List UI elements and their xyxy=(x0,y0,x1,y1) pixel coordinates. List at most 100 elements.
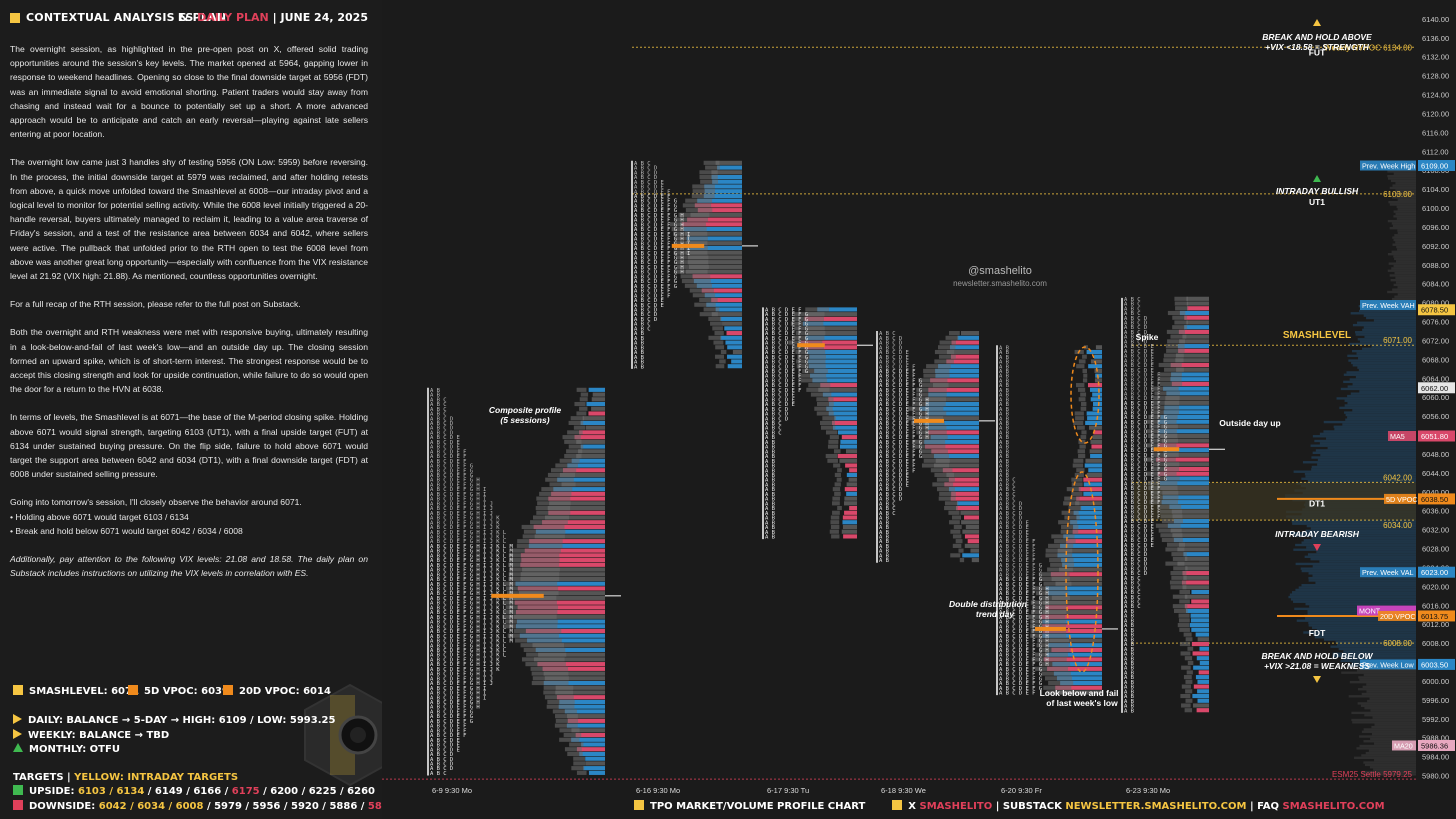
composite-label-sessions: (5 sessions) xyxy=(500,415,549,425)
volume-bar xyxy=(553,487,605,492)
volume-bar xyxy=(697,198,742,203)
volume-shadow xyxy=(802,368,828,373)
tpo-letters: A B C D E F G xyxy=(1124,439,1167,445)
volume-bar xyxy=(1178,542,1209,547)
footer-x-handle[interactable]: SMASHELITO xyxy=(919,801,993,812)
volume-bar xyxy=(1170,528,1209,533)
volume-bar xyxy=(1091,444,1102,449)
volume-bar xyxy=(1050,572,1102,577)
volume-bar xyxy=(1090,397,1102,402)
footer-faq-url[interactable]: SMASHELITO.COM xyxy=(1282,801,1385,812)
volume-profile-bar xyxy=(1358,357,1416,360)
volume-profile-bar xyxy=(1336,397,1416,400)
volume-bar xyxy=(579,430,605,435)
volume-bar xyxy=(1169,504,1209,509)
spike-annotation: Spike xyxy=(1136,332,1159,342)
volume-bar xyxy=(1163,452,1209,457)
tpo-letters: A B C D E F G H I J K L M xyxy=(430,587,513,593)
volume-shadow xyxy=(714,331,724,336)
volume-profile-bar xyxy=(1352,323,1416,327)
volume-bar xyxy=(561,482,605,487)
tpo-letters: A B C D xyxy=(430,416,453,422)
volume-bar xyxy=(1173,518,1209,524)
tpo-letters: A B C xyxy=(430,412,447,418)
tpo-letters: A B C D E xyxy=(430,747,460,753)
tpo-letters: A B xyxy=(1124,614,1135,620)
tpo-letters: A B C D xyxy=(999,511,1022,517)
volume-bar xyxy=(564,709,605,714)
look-below-annotation-2: of last week's low xyxy=(1046,698,1118,708)
tpo-letters: A B C D E F G H I J K L M xyxy=(430,634,513,640)
volume-bar xyxy=(1070,520,1102,525)
volume-shadow xyxy=(1082,354,1087,359)
volume-profile-bar xyxy=(1371,345,1416,348)
tpo-letters: A B C D E F xyxy=(430,454,466,460)
volume-shadow xyxy=(536,496,571,501)
tpo-letters: A B C D E F G H I J K L M xyxy=(430,558,513,564)
volume-shadow xyxy=(1169,580,1187,585)
volume-bar xyxy=(964,515,979,520)
volume-bar xyxy=(1164,400,1209,405)
volume-profile-bar xyxy=(1296,619,1416,622)
tpo-letters: A B C D E F xyxy=(879,374,915,380)
axis-value-box xyxy=(1418,658,1455,670)
volume-shadow xyxy=(563,732,582,738)
tpo-letters: A B C D E F G H I xyxy=(634,241,690,247)
analysis-text: The overnight session, as highlighted in… xyxy=(10,42,368,595)
level-tag-box xyxy=(1392,740,1416,751)
tpo-letters: A B C D E F xyxy=(879,459,915,465)
volume-profile-bar xyxy=(1391,222,1416,225)
tpo-letters: A B C xyxy=(999,497,1016,503)
volume-shadow xyxy=(1186,670,1193,675)
volume-bar xyxy=(841,529,857,534)
volume-profile-bar xyxy=(1347,416,1416,419)
tpo-letters: A B C D E F G H xyxy=(634,227,684,233)
volume-bar xyxy=(711,297,742,303)
volume-bar xyxy=(514,614,605,619)
volume-shadow xyxy=(719,359,726,364)
tpo-letters: A B xyxy=(765,530,776,536)
volume-bar xyxy=(1170,377,1209,382)
volume-profile-bar xyxy=(1314,439,1416,443)
axis-value-box xyxy=(1418,382,1455,394)
tpo-letters: A B C D xyxy=(634,312,657,318)
volume-shadow xyxy=(692,184,715,189)
y-tick-label: 6088.00 xyxy=(1422,261,1449,270)
footer-x-label: X xyxy=(908,801,917,812)
volume-shadow xyxy=(1158,362,1182,368)
tpo-letters: A B C D E F G H xyxy=(999,643,1049,649)
volume-shadow xyxy=(921,463,949,468)
volume-profile-bar xyxy=(1356,352,1416,355)
volume-shadow xyxy=(1160,514,1183,519)
volume-bar xyxy=(548,496,605,501)
volume-shadow xyxy=(1064,515,1080,520)
spike-highlight xyxy=(1070,346,1100,444)
tpo-letters: A B C D E F G H xyxy=(999,615,1049,621)
vix-note: Additionally, pay attention to the follo… xyxy=(10,554,368,579)
volume-bar xyxy=(935,368,979,373)
volume-shadow xyxy=(788,340,823,345)
tpo-letters: A B xyxy=(765,445,776,451)
axis-value-box xyxy=(1418,566,1455,578)
tpo-letters: A B C D E F G xyxy=(765,341,808,347)
volume-profile-bar xyxy=(1390,279,1416,282)
volume-profile-bar xyxy=(1363,761,1416,764)
tpo-letters: A B xyxy=(1124,633,1135,639)
volume-bar xyxy=(704,184,742,189)
volume-bar xyxy=(576,453,605,459)
volume-profile-bar xyxy=(1302,461,1416,464)
y-tick-label: 5988.00 xyxy=(1422,734,1449,743)
volume-shadow xyxy=(1178,613,1190,618)
volume-shadow xyxy=(800,378,828,383)
tpo-letters: A B C D E F G xyxy=(1124,434,1167,440)
volume-shadow xyxy=(535,505,571,511)
tpo-letters: A B C D E F G H xyxy=(879,426,929,432)
volume-shadow xyxy=(1033,586,1068,591)
volume-bar xyxy=(928,392,979,397)
volume-shadow xyxy=(573,756,586,761)
volume-bar xyxy=(1090,439,1102,444)
footer-substack-url[interactable]: NEWSLETTER.SMASHELITO.COM xyxy=(1065,801,1247,812)
tpo-letters: A B C xyxy=(1124,576,1141,582)
volume-shadow xyxy=(834,472,841,478)
tpo-letters: A B C D E F G xyxy=(879,440,922,446)
